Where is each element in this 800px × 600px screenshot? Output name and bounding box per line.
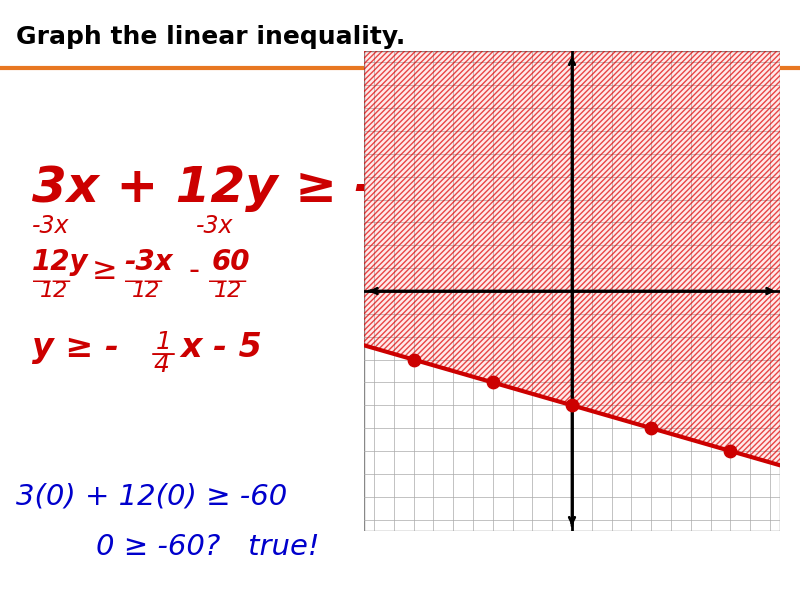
Text: -3x: -3x [32,214,70,238]
Text: ——: —— [208,272,247,292]
Point [645,424,658,433]
Text: x - 5: x - 5 [180,331,262,364]
Text: 12: 12 [132,281,160,301]
Point [724,446,737,456]
Point [566,400,578,410]
Text: 12: 12 [40,281,68,301]
Text: y ≥ -: y ≥ - [32,331,119,364]
Text: -3x: -3x [196,214,234,238]
Point [486,377,499,387]
Text: 4: 4 [154,353,170,377]
Text: Graph the linear inequality.: Graph the linear inequality. [16,25,406,49]
Text: 60: 60 [212,248,250,276]
Text: 0 ≥ -60?   true!: 0 ≥ -60? true! [96,533,319,561]
Text: —: — [151,343,176,367]
Text: 12y: 12y [32,248,89,276]
Text: ——: —— [124,272,163,292]
Text: 3x + 12y ≥ -60: 3x + 12y ≥ -60 [32,164,445,212]
Point [407,355,420,364]
Text: 3(0) + 12(0) ≥ -60: 3(0) + 12(0) ≥ -60 [16,483,287,511]
Text: ——: —— [32,272,71,292]
Text: 12: 12 [214,281,242,301]
Text: -: - [188,256,199,285]
Text: ≥: ≥ [92,256,118,285]
Text: 1: 1 [156,330,172,354]
Text: -3x: -3x [124,248,173,276]
